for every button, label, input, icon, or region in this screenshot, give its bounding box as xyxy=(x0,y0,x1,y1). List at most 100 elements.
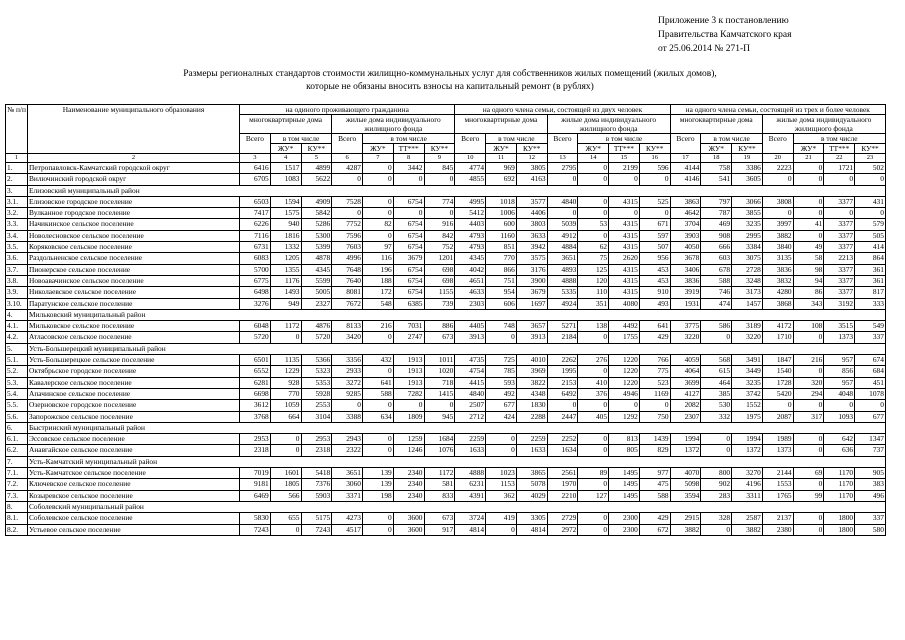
value-cell: 671 xyxy=(638,218,671,231)
value-cell: 0 xyxy=(792,365,825,378)
data-row: 5.5. Озерновское городское поселение 3612 1… xyxy=(5,399,886,412)
section-row: 5. Усть-Большерецкий муниципальный район xyxy=(5,342,886,356)
row-number: 3.3. xyxy=(5,218,28,231)
value-cell: 7417 xyxy=(239,207,271,220)
value-cell: 0 xyxy=(362,331,394,344)
value-cell: 0 xyxy=(823,173,856,186)
value-cell: 6754 xyxy=(392,229,425,243)
data-row: 3.10. Паратунское сельское поселение 3276 9… xyxy=(5,297,886,310)
value-cell: 0 xyxy=(546,207,579,220)
value-cell: 139 xyxy=(362,467,394,480)
value-cell: 3377 xyxy=(823,195,856,209)
value-cell: 492 xyxy=(485,387,517,401)
value-cell: 6048 xyxy=(239,320,271,333)
value-cell: 419 xyxy=(485,512,517,525)
header-cell: КУ** xyxy=(854,143,886,154)
value-cell: 5300 xyxy=(300,229,333,243)
row-number: 4.2. xyxy=(5,331,28,344)
value-cell: 4909 xyxy=(300,195,333,209)
value-cell: 1220 xyxy=(608,365,640,378)
value-cell: 62 xyxy=(577,241,610,254)
column-number: 5 xyxy=(300,153,333,163)
value-cell: 642 xyxy=(823,433,856,446)
value-cell: 1594 xyxy=(269,195,302,209)
value-cell: 2587 xyxy=(731,512,763,525)
row-number: 1. xyxy=(5,161,28,175)
value-cell: 0 xyxy=(485,433,517,446)
value-cell: 1847 xyxy=(761,354,794,367)
subgroup-header: жилые дома индивидуального жилищного фон… xyxy=(546,114,671,134)
value-cell: 4840 xyxy=(454,387,487,401)
value-cell: 677 xyxy=(485,399,517,412)
value-cell: 3724 xyxy=(454,512,487,525)
value-cell: 0 xyxy=(854,207,886,220)
value-cell: 0 xyxy=(362,523,394,536)
standards-table: № п/п Наименование муниципального образов… xyxy=(5,104,886,536)
value-cell: 641 xyxy=(638,320,671,333)
value-cell: 3836 xyxy=(761,263,794,276)
value-cell: 1169 xyxy=(638,387,671,401)
value-cell: 4814 xyxy=(515,523,548,536)
value-cell: 3377 xyxy=(823,229,856,243)
value-cell: 3882 xyxy=(669,523,702,536)
value-cell: 1011 xyxy=(423,354,456,367)
header-line: Правительства Камчатского края xyxy=(658,30,792,40)
value-cell: 0 xyxy=(700,433,733,446)
value-cell: 0 xyxy=(792,478,825,491)
value-cell: 3913 xyxy=(515,331,548,344)
value-cell: 1355 xyxy=(269,263,302,276)
header-cell: КУ** xyxy=(300,143,333,154)
value-cell: 75 xyxy=(577,252,610,265)
value-cell: 4315 xyxy=(608,195,640,209)
value-cell: 1078 xyxy=(854,387,886,401)
value-cell: 2213 xyxy=(823,252,856,265)
group-header: на одного члена семьи, состоящей из трех… xyxy=(669,104,886,115)
value-cell: 453 xyxy=(638,274,671,288)
value-cell: 1495 xyxy=(608,467,640,480)
value-cell: 3942 xyxy=(515,241,548,254)
value-cell: 917 xyxy=(423,523,456,536)
value-cell: 2795 xyxy=(546,161,579,175)
row-number: 5.4. xyxy=(5,387,28,401)
value-cell: 2561 xyxy=(546,467,579,480)
value-cell: 505 xyxy=(854,229,886,243)
row-number: 6.2. xyxy=(5,444,28,457)
value-cell: 4315 xyxy=(608,263,640,276)
row-name: Устьевое сельское поселение xyxy=(27,523,240,536)
value-cell: 1553 xyxy=(761,478,794,491)
data-row: 3.8. Новоавачинское сельское поселение 677… xyxy=(5,274,886,288)
data-row: 1. Петропавловск-Камчатский городской окр… xyxy=(5,161,886,175)
value-cell: 0 xyxy=(700,444,733,457)
value-cell: 0 xyxy=(792,161,825,175)
value-cell: 718 xyxy=(423,376,456,389)
value-cell: 833 xyxy=(423,489,456,502)
value-cell: 3805 xyxy=(515,161,548,175)
row-number: 3.9. xyxy=(5,286,28,299)
value-cell: 1083 xyxy=(269,173,302,186)
value-cell: 0 xyxy=(423,207,456,220)
value-cell: 774 xyxy=(423,195,456,209)
value-cell: 2259 xyxy=(515,433,548,446)
column-number: 9 xyxy=(423,153,456,163)
value-cell: 475 xyxy=(638,478,671,491)
row-name: Соболевское сельское поселение xyxy=(27,512,240,525)
value-cell: 89 xyxy=(577,467,610,480)
value-cell: 3900 xyxy=(515,274,548,288)
value-cell: 1006 xyxy=(485,207,517,220)
row-name: Анавгайское сельское поселение xyxy=(27,444,240,457)
data-row: 5.1. Усть-Большерецкое сельское поселение… xyxy=(5,354,886,367)
value-cell: 0 xyxy=(700,523,733,536)
row-number: 4. xyxy=(5,308,28,322)
header-cell: № п/п xyxy=(5,104,28,154)
value-cell: 1805 xyxy=(269,478,302,491)
value-cell: 1710 xyxy=(761,331,794,344)
value-cell: 0 xyxy=(423,399,456,412)
value-cell: 2953 xyxy=(300,433,333,446)
value-cell: 3173 xyxy=(731,286,763,299)
value-cell: 337 xyxy=(854,331,886,344)
value-cell: 845 xyxy=(423,161,456,175)
value-cell: 673 xyxy=(423,331,456,344)
value-cell: 1347 xyxy=(854,433,886,446)
value-cell: 53 xyxy=(577,218,610,231)
value-cell: 1765 xyxy=(761,489,794,502)
